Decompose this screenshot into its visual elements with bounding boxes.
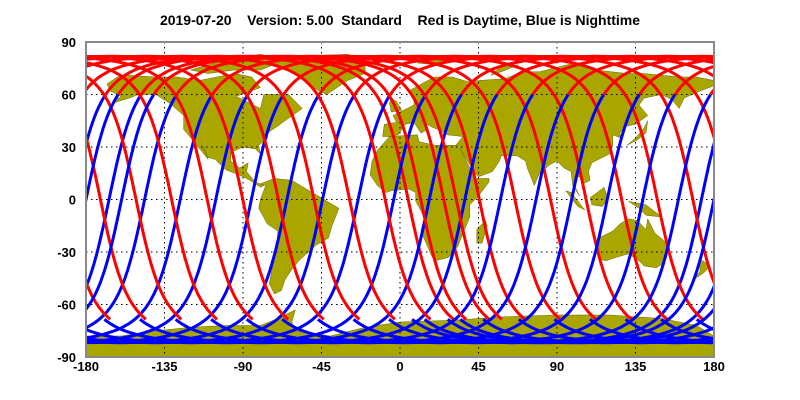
ground-track-day [709, 87, 714, 96]
ground-track-night [245, 93, 570, 345]
x-tick-label: 180 [703, 359, 725, 374]
y-tick-label: 30 [62, 140, 76, 155]
ground-track-night [86, 93, 120, 207]
ground-track-night [482, 318, 714, 345]
y-tick-label: 90 [62, 35, 76, 50]
x-tick-label: 90 [550, 359, 564, 374]
map-title: 2019-07-20 Version: 5.00 Standard Red is… [0, 12, 800, 28]
ground-track-night [352, 93, 677, 345]
title-version: Version: 5.00 [247, 12, 334, 28]
title-date: 2019-07-20 [159, 12, 232, 28]
y-axis-ticks: 90 60 30 0 -30 -60 -90 [57, 35, 76, 365]
x-tick-label: -135 [151, 359, 177, 374]
title-mode: Standard [341, 12, 402, 28]
ground-track-day [782, 56, 800, 319]
ground-track-day [769, 56, 800, 319]
ground-track-night [86, 93, 156, 312]
ground-track-night [174, 93, 499, 345]
ground-track-night [446, 282, 714, 345]
ground-track-night [388, 93, 712, 345]
x-tick-label: -45 [312, 359, 331, 374]
ground-track-day [86, 74, 183, 321]
ground-track-day [734, 56, 800, 319]
ground-track-day [86, 61, 218, 321]
y-tick-label: -60 [57, 298, 76, 313]
ground-track-day [152, 54, 503, 321]
x-tick-label: 45 [471, 359, 485, 374]
x-axis-ticks: -180 -135 -90 -45 0 45 90 135 180 [73, 359, 725, 374]
ground-track-night [768, 95, 800, 343]
y-tick-label: 60 [62, 88, 76, 103]
land-sumatra [565, 190, 586, 211]
land-borneo [589, 186, 608, 207]
title-legend: Red is Daytime, Blue is Nighttime [417, 12, 641, 28]
ground-track-day [0, 56, 4, 319]
y-tick-label: -90 [57, 350, 76, 365]
ground-track-night [411, 138, 714, 345]
ground-track-day [86, 277, 112, 321]
ground-track-night [0, 95, 11, 343]
x-tick-label: -180 [73, 359, 99, 374]
ground-track-day [746, 56, 800, 319]
ground-track-night [732, 95, 800, 343]
ground-track-night [281, 93, 606, 345]
ground-track-day [86, 56, 254, 321]
ground-track-night [210, 93, 534, 345]
ground-track-night [0, 95, 47, 343]
ground-tracks [0, 54, 800, 345]
y-tick-label: -30 [57, 245, 76, 260]
x-tick-label: -90 [234, 359, 253, 374]
ground-track-day [0, 56, 39, 319]
ground-track-day [638, 57, 714, 96]
y-tick-label: 0 [69, 193, 76, 208]
plot-frame [85, 41, 715, 358]
ground-track-night [316, 93, 641, 345]
ground-track-day [86, 131, 147, 321]
ground-track-day [86, 54, 290, 321]
ground-track-night [459, 306, 714, 345]
x-tick-label: 0 [396, 359, 403, 374]
x-tick-label: 135 [625, 359, 647, 374]
ground-track-night [423, 192, 714, 345]
